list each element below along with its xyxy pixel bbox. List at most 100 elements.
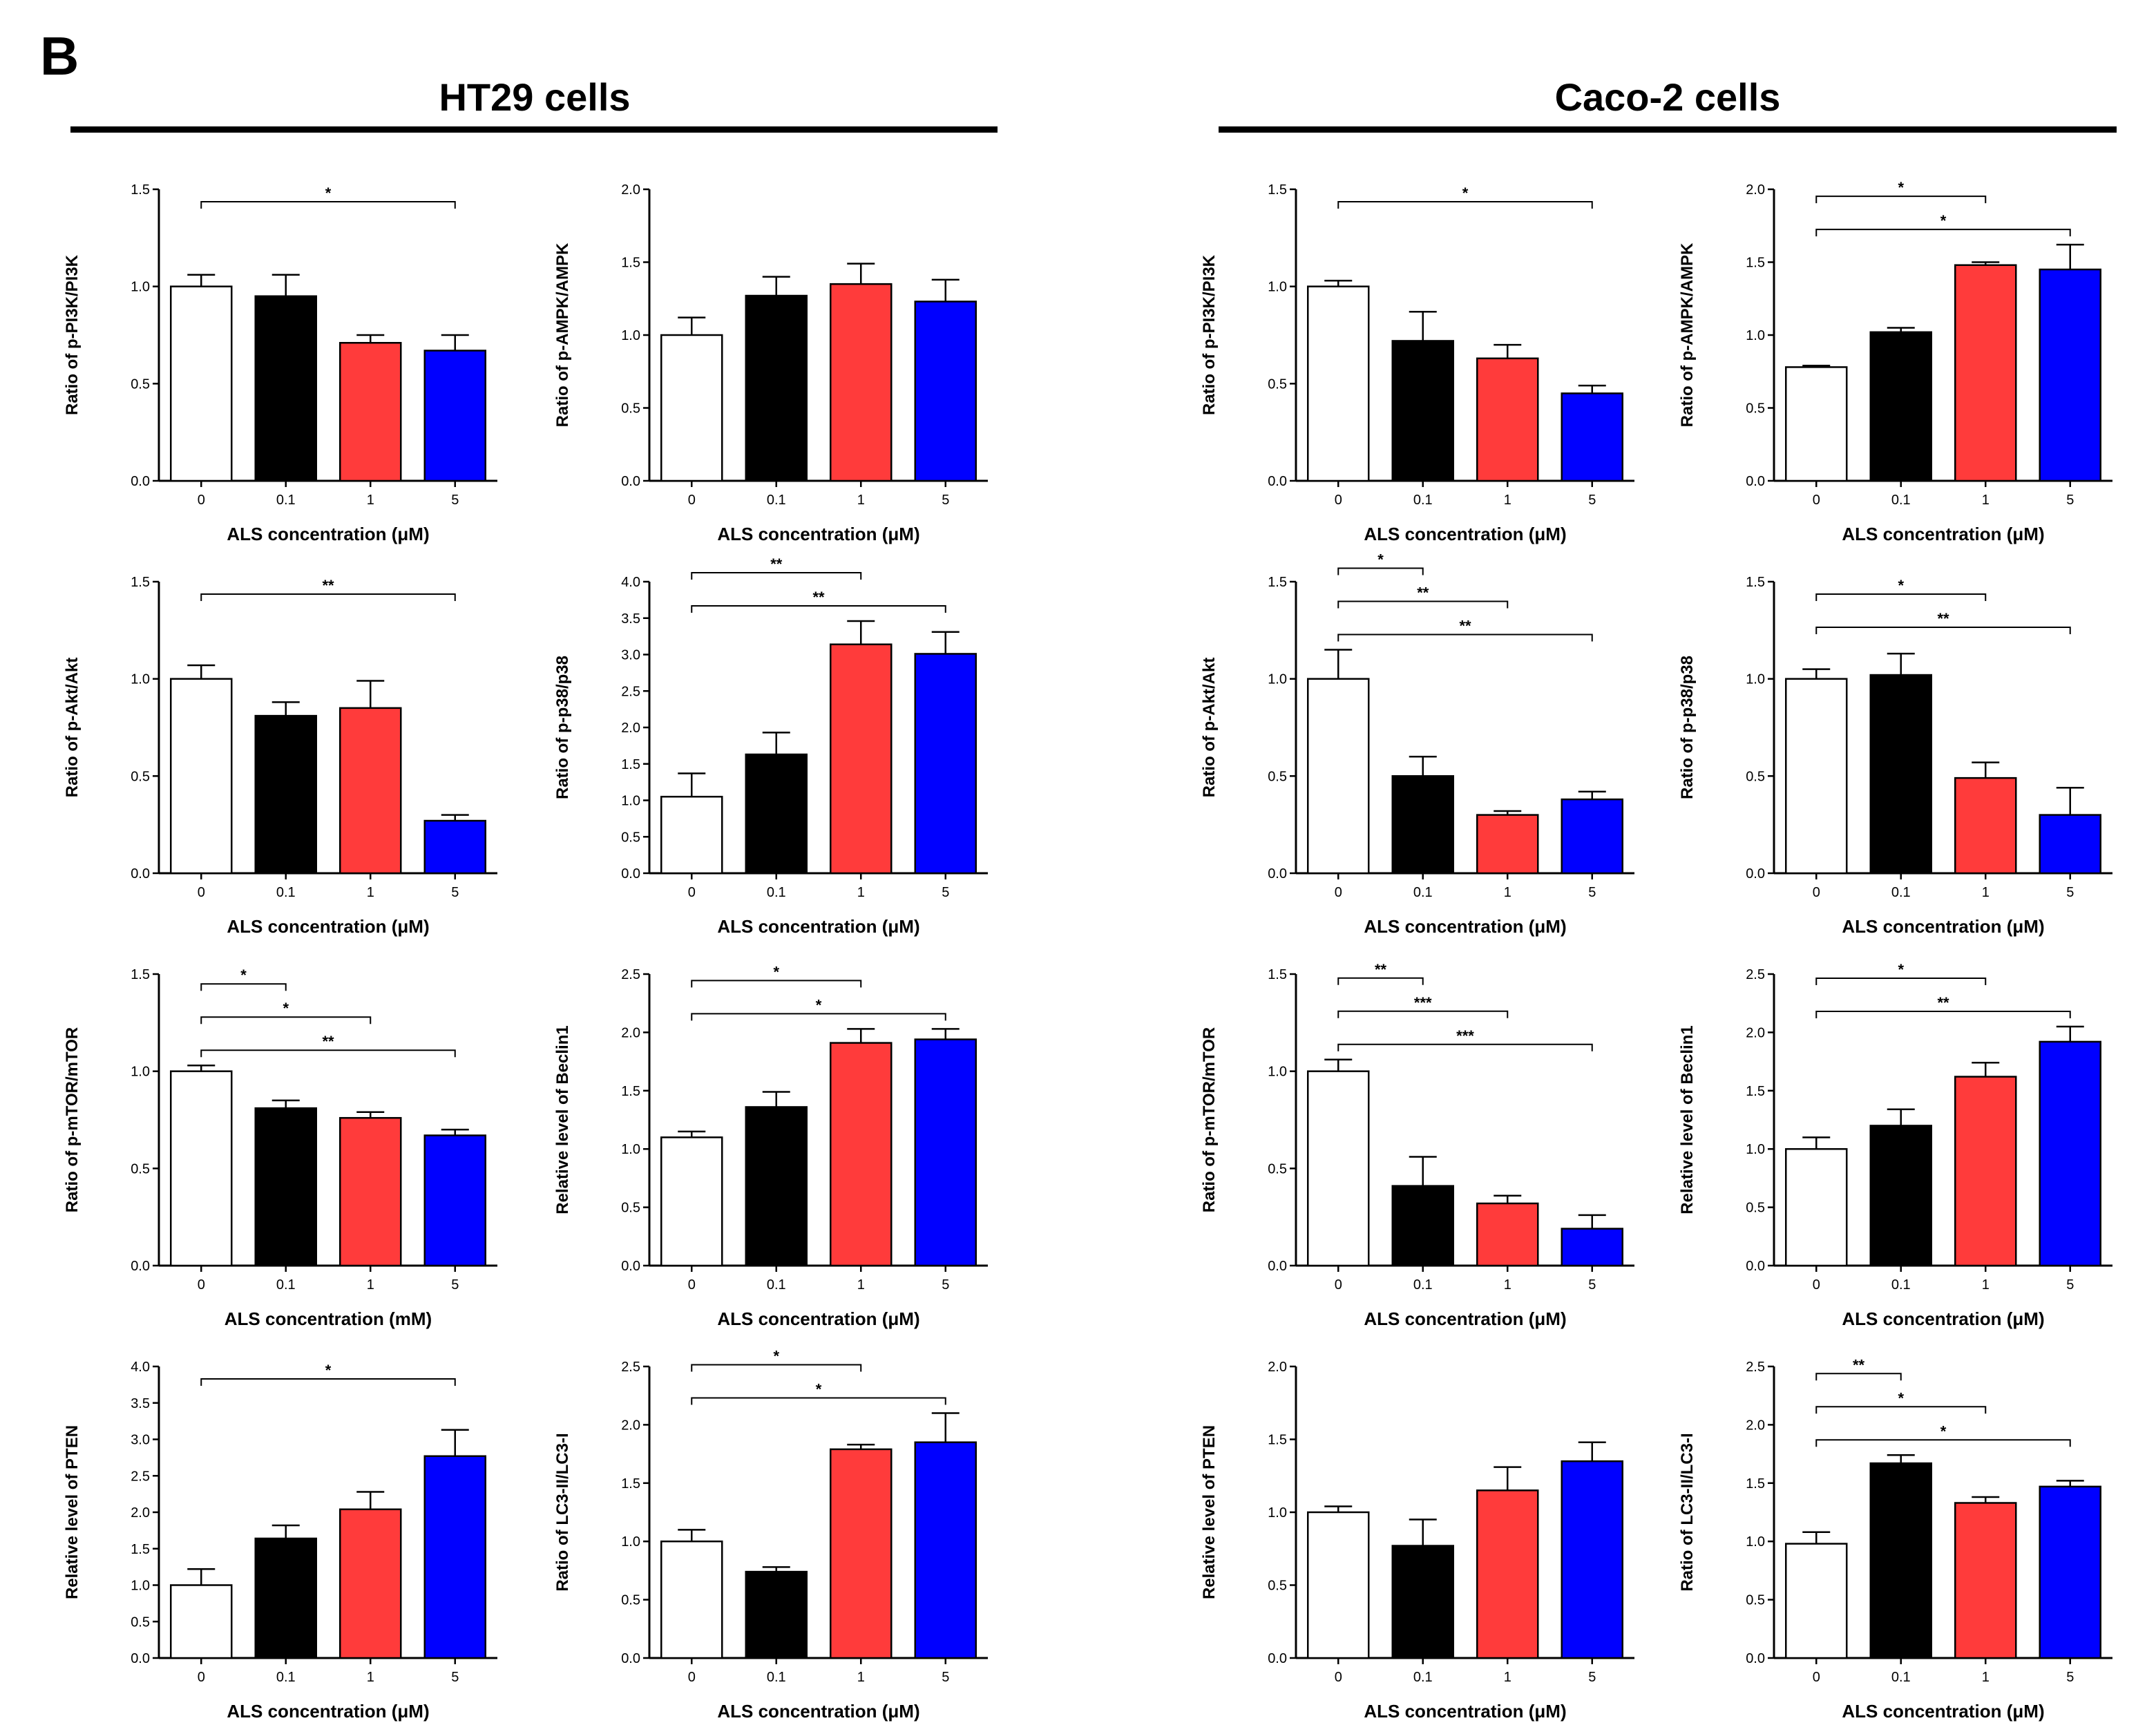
y-tick-label: 1.0: [1268, 1065, 1287, 1080]
bar: [170, 285, 233, 482]
chart-11: 0.00.51.01.50 0.1 1 5********ALS concentrat…: [1200, 961, 1634, 1329]
bar: [1307, 1070, 1370, 1267]
x-tick-label: 0.1: [276, 493, 296, 508]
chart-10: 0.0 0.5 1.0 1.5 2.0 2.5 0 0.1 1 5 * * ALS concentrat…: [553, 963, 988, 1329]
y-tick-label: 3.5: [621, 611, 640, 627]
y-tick-label: 1.5: [131, 1542, 150, 1557]
bar: [745, 753, 808, 875]
significance-bracket: [200, 1049, 456, 1058]
x-tick-label: 1: [857, 885, 865, 900]
y-tick-label: 2.0: [1746, 1025, 1765, 1040]
significance-bracket: [1337, 633, 1593, 642]
y-tick-label: 1.0: [621, 1534, 640, 1550]
x-tick-label: 5: [451, 1670, 459, 1685]
y-axis-label: Ratio of p-AMPK/AMPK: [553, 242, 572, 427]
x-axis-label: ALS concentration (μM): [1842, 1701, 2044, 1722]
bar: [1561, 798, 1623, 875]
significance-bracket: [691, 571, 862, 580]
y-tick-label: 2.0: [621, 1418, 640, 1433]
significance-bracket: [1815, 977, 1987, 985]
y-tick-label: 2.0: [621, 182, 640, 198]
y-tick-label: 1.5: [1746, 1084, 1765, 1099]
y-tick-label: 0.5: [1746, 1201, 1765, 1216]
x-tick-label: 0: [1813, 493, 1820, 508]
bar: [1785, 366, 1848, 482]
significance-bracket: [1337, 201, 1593, 209]
chart-14: 0.0 0.5 1.0 1.5 2.0 2.5 0 0.1 1 5 * * ALS concentrat…: [553, 1348, 988, 1722]
chart-6: 0.0 0.5 1.0 1.5 2.0 2.5 3.0 3.5 4.0 0 0.1 1 5 ** ** ALS…: [553, 555, 988, 937]
y-tick-label: 1.5: [1268, 967, 1287, 982]
x-tick-label: 1: [1982, 1277, 1990, 1293]
y-tick-label: 1.0: [1268, 280, 1287, 295]
x-axis-label: ALS concentration (μM): [717, 1701, 919, 1722]
x-tick-label: 1: [857, 1277, 865, 1293]
bar: [1785, 678, 1848, 875]
chart-12: 0.00.51.01.52.02.50 0.1 1 5***ALS concentra…: [1678, 961, 2112, 1329]
y-tick-label: 0.5: [131, 1614, 150, 1630]
y-tick-label: 0.5: [1746, 1593, 1765, 1608]
bar: [423, 1455, 486, 1659]
y-tick-label: 3.0: [131, 1433, 150, 1448]
y-tick-label: 1.5: [131, 182, 150, 198]
significance-label: *: [1898, 961, 1904, 978]
significance-label: *: [240, 966, 247, 984]
y-tick-label: 1.5: [621, 757, 640, 772]
x-tick-label: 1: [1982, 885, 1990, 900]
y-tick-label: 1.0: [1746, 328, 1765, 343]
x-axis-label: ALS concentration (μM): [1364, 916, 1566, 937]
bar: [1307, 1511, 1370, 1659]
bar: [830, 1042, 893, 1267]
significance-label: *: [816, 996, 822, 1013]
x-tick-label: 1: [367, 1670, 374, 1685]
x-tick-label: 0.1: [1891, 493, 1911, 508]
y-tick-label: 0.0: [621, 474, 640, 489]
y-tick-label: 3.5: [131, 1396, 150, 1411]
significance-label: *: [1940, 1422, 1947, 1440]
significance-label: *: [1940, 212, 1947, 229]
y-tick-label: 2.0: [131, 1505, 150, 1521]
bar: [1476, 814, 1539, 875]
chart-3: 0.0 0.5 1.0 1.5 0 0.1 1 5 * ALS concentration (μM…: [1200, 182, 1634, 544]
chart-9: 0.00.51.01.50 0.1 1 5****ALS concentration …: [63, 966, 497, 1329]
x-tick-label: 1: [1504, 1670, 1511, 1685]
x-tick-label: 0: [198, 1670, 205, 1685]
y-tick-label: 2.5: [621, 1360, 640, 1375]
significance-label: **: [1937, 994, 1949, 1011]
bar: [1869, 1125, 1932, 1267]
chart-5: 0.0 0.5 1.0 1.5 0 0.1 1 5 ** ALS concentration (μ…: [63, 575, 497, 937]
bar: [660, 1540, 723, 1659]
significance-bracket: [1337, 1043, 1593, 1051]
y-tick-label: 2.5: [1746, 1360, 1765, 1375]
y-tick-label: 2.0: [1268, 1360, 1287, 1375]
x-tick-label: 0: [1813, 1670, 1820, 1685]
y-axis-label: Relative level of Beclin1: [553, 1025, 572, 1214]
x-tick-label: 1: [1504, 1277, 1511, 1293]
y-tick-label: 0.0: [1268, 866, 1287, 882]
significance-bracket: [1815, 196, 1987, 204]
x-tick-label: 0: [1335, 493, 1342, 508]
y-tick-label: 1.5: [1746, 1476, 1765, 1492]
x-tick-label: 5: [942, 493, 949, 508]
significance-label: *: [816, 1381, 822, 1398]
significance-label: **: [322, 577, 334, 594]
y-tick-label: 0.5: [131, 377, 150, 392]
y-tick-label: 0.0: [131, 1259, 150, 1274]
y-tick-label: 1.5: [1746, 575, 1765, 590]
bar: [2039, 814, 2101, 875]
y-axis-label: Ratio of LC3-II/LC3-I: [1678, 1433, 1697, 1591]
group-title-caco2: Caco-2 cells: [1555, 75, 1781, 119]
y-tick-label: 0.5: [131, 1161, 150, 1176]
x-axis-label: ALS concentration (μM): [227, 1701, 429, 1722]
x-tick-label: 0.1: [276, 1670, 296, 1685]
y-tick-label: 0.5: [621, 830, 640, 845]
x-tick-label: 0: [1813, 1277, 1820, 1293]
significance-label: *: [325, 1362, 332, 1379]
significance-bracket: [200, 1378, 456, 1386]
bar: [1391, 775, 1454, 875]
significance-bracket: [1815, 1439, 2071, 1447]
y-tick-label: 2.0: [621, 1025, 640, 1040]
bar: [254, 1537, 317, 1659]
x-tick-label: 0.1: [1413, 1277, 1433, 1293]
x-tick-label: 5: [451, 493, 459, 508]
y-axis-label: Ratio of p-PI3K/PI3K: [1200, 254, 1219, 415]
